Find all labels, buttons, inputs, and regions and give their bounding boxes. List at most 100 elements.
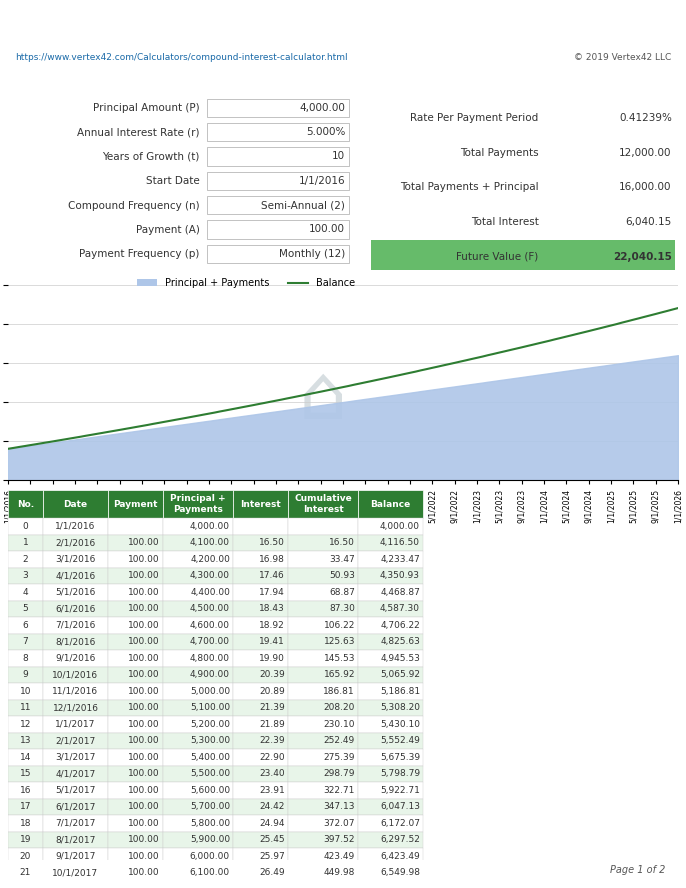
Text: 12,000.00: 12,000.00	[619, 148, 672, 158]
Text: 4,825.63: 4,825.63	[380, 638, 420, 646]
Bar	[43, 683, 108, 700]
Text: 5: 5	[23, 604, 28, 614]
Bar	[43, 700, 108, 716]
Text: Principal Amount (P): Principal Amount (P)	[93, 103, 200, 113]
Text: 4,116.50: 4,116.50	[380, 538, 420, 547]
Bar	[358, 667, 423, 683]
Bar	[288, 831, 358, 848]
Text: 19.90: 19.90	[259, 654, 285, 662]
FancyBboxPatch shape	[371, 241, 675, 270]
Text: 23.40: 23.40	[259, 769, 285, 778]
Bar	[108, 700, 163, 716]
Text: 12/1/2016: 12/1/2016	[53, 703, 99, 712]
Text: 1/1/2016: 1/1/2016	[298, 176, 345, 186]
Bar	[163, 617, 233, 633]
Bar	[8, 716, 43, 733]
Bar	[358, 765, 423, 782]
Text: 100.00: 100.00	[128, 753, 160, 762]
Text: 100.00: 100.00	[128, 836, 160, 844]
Text: 100.00: 100.00	[128, 686, 160, 696]
Bar	[8, 700, 43, 716]
Bar	[288, 617, 358, 633]
FancyBboxPatch shape	[206, 171, 348, 190]
Text: 6,040.15: 6,040.15	[626, 217, 672, 227]
Bar	[163, 667, 233, 683]
Text: 5,600.00: 5,600.00	[190, 786, 230, 795]
Text: https://www.vertex42.com/Calculators/compound-interest-calculator.html: https://www.vertex42.com/Calculators/com…	[14, 53, 347, 62]
Text: 5,000.00: 5,000.00	[190, 686, 230, 696]
Text: 4,000.00: 4,000.00	[190, 522, 230, 531]
Text: 4,800.00: 4,800.00	[190, 654, 230, 662]
Text: 100.00: 100.00	[128, 555, 160, 564]
Text: 106.22: 106.22	[324, 621, 355, 630]
Text: 17: 17	[20, 802, 32, 812]
Text: 100.00: 100.00	[309, 225, 345, 234]
Bar	[43, 633, 108, 650]
Bar	[108, 600, 163, 617]
Bar	[108, 551, 163, 567]
Bar	[358, 584, 423, 600]
Bar	[233, 716, 288, 733]
Text: 11: 11	[20, 703, 32, 712]
Bar	[163, 749, 233, 765]
Bar	[108, 617, 163, 633]
Bar	[163, 518, 233, 535]
Bar	[8, 600, 43, 617]
Text: 16.50: 16.50	[329, 538, 355, 547]
Bar	[233, 700, 288, 716]
FancyBboxPatch shape	[206, 99, 348, 117]
Text: 275.39: 275.39	[324, 753, 355, 762]
Bar	[8, 667, 43, 683]
Bar	[288, 518, 358, 535]
Bar	[108, 765, 163, 782]
Text: 17.46: 17.46	[259, 571, 285, 580]
Bar	[108, 633, 163, 650]
Bar	[108, 518, 163, 535]
Bar	[43, 782, 108, 798]
Text: Total Payments: Total Payments	[460, 148, 539, 158]
Text: 1/1/2016: 1/1/2016	[56, 522, 95, 531]
Text: 6,000.00: 6,000.00	[190, 852, 230, 860]
Text: Date: Date	[63, 499, 88, 509]
Text: 2/1/2017: 2/1/2017	[56, 736, 95, 745]
Text: 5,300.00: 5,300.00	[190, 736, 230, 745]
Text: 4,100.00: 4,100.00	[190, 538, 230, 547]
FancyBboxPatch shape	[206, 220, 348, 239]
Text: 423.49: 423.49	[324, 852, 355, 860]
Text: 19.41: 19.41	[259, 638, 285, 646]
Bar	[43, 865, 108, 881]
Bar	[163, 765, 233, 782]
Text: 2: 2	[23, 555, 28, 564]
Bar	[108, 831, 163, 848]
Text: 100.00: 100.00	[128, 621, 160, 630]
Bar	[358, 518, 423, 535]
Bar	[163, 865, 233, 881]
Text: 20.39: 20.39	[259, 670, 285, 679]
Bar	[358, 831, 423, 848]
Bar	[43, 815, 108, 831]
Bar	[163, 700, 233, 716]
Text: 5,700.00: 5,700.00	[190, 802, 230, 812]
Text: Payment: Payment	[113, 499, 158, 509]
Text: 15: 15	[20, 769, 32, 778]
Bar	[233, 535, 288, 551]
Text: 4,945.53: 4,945.53	[380, 654, 420, 662]
Bar	[163, 683, 233, 700]
Text: 100.00: 100.00	[128, 736, 160, 745]
Bar	[108, 782, 163, 798]
Text: 100.00: 100.00	[128, 703, 160, 712]
Text: Payment Frequency (p): Payment Frequency (p)	[80, 250, 200, 259]
Text: 6,100.00: 6,100.00	[190, 868, 230, 877]
Text: Compound Frequency (n): Compound Frequency (n)	[68, 201, 200, 210]
Bar	[8, 584, 43, 600]
Text: 3/1/2017: 3/1/2017	[56, 753, 95, 762]
Text: 6,549.98: 6,549.98	[380, 868, 420, 877]
Bar	[358, 798, 423, 815]
Text: 4,700.00: 4,700.00	[190, 638, 230, 646]
Bar	[288, 733, 358, 749]
Bar	[8, 633, 43, 650]
Text: 18.92: 18.92	[259, 621, 285, 630]
Text: Inputs: Inputs	[163, 73, 208, 85]
Text: Start Date: Start Date	[146, 176, 200, 186]
Bar	[288, 700, 358, 716]
